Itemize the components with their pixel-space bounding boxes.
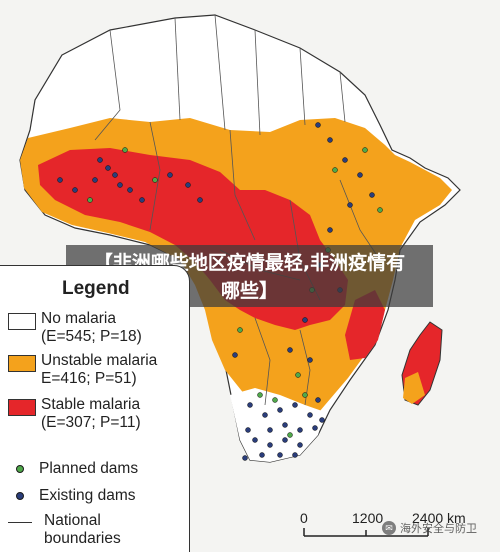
legend-existing-dams: Existing dams xyxy=(16,487,135,505)
scale-tick-2400: 2400 km xyxy=(412,510,466,526)
stable-malaria-stats: (E=307; P=11) xyxy=(41,414,141,431)
no-malaria-stats: (E=545; P=18) xyxy=(41,328,142,345)
legend-unstable-malaria: Unstable malaria E=416; P=51) xyxy=(8,352,157,388)
banner-line-2: 哪些】 xyxy=(220,280,278,302)
madagascar-unstable xyxy=(403,372,425,404)
scale-tick-1200: 1200 xyxy=(352,510,384,526)
boundaries-label-2: boundaries xyxy=(44,530,121,547)
scale-bar-graphic xyxy=(303,528,429,537)
legend-title: Legend xyxy=(62,278,130,299)
stable-malaria-label: Stable malaria xyxy=(41,396,141,413)
source-watermark: ✉ 海外安全与防卫 xyxy=(382,520,477,536)
scale-bar: 0 1200 2400 km xyxy=(300,508,500,552)
legend-panel: Legend No malaria (E=545; P=18) Unstable… xyxy=(0,265,190,552)
existing-dam-dot xyxy=(16,492,24,500)
legend-no-malaria: No malaria (E=545; P=18) xyxy=(8,310,142,346)
boundaries-label-1: National xyxy=(44,512,101,529)
scale-tick-0: 0 xyxy=(300,510,308,526)
no-malaria-label: No malaria xyxy=(41,310,116,327)
legend-boundaries: National boundaries xyxy=(8,512,121,548)
no-malaria-swatch xyxy=(8,313,36,330)
planned-dam-dot xyxy=(16,465,24,473)
legend-planned-dams: Planned dams xyxy=(16,460,138,478)
unstable-malaria-stats: E=416; P=51) xyxy=(41,370,137,387)
boundary-line-sample xyxy=(8,522,32,523)
legend-stable-malaria: Stable malaria (E=307; P=11) xyxy=(8,396,141,432)
planned-dams-label: Planned dams xyxy=(39,460,139,477)
stable-malaria-east xyxy=(345,290,385,360)
watermark-text: 海外安全与防卫 xyxy=(400,522,477,535)
unstable-malaria-swatch xyxy=(8,355,36,372)
unstable-malaria-label: Unstable malaria xyxy=(41,352,158,369)
wechat-icon: ✉ xyxy=(382,521,396,535)
stable-malaria-swatch xyxy=(8,399,36,416)
existing-dams-label: Existing dams xyxy=(39,487,136,504)
